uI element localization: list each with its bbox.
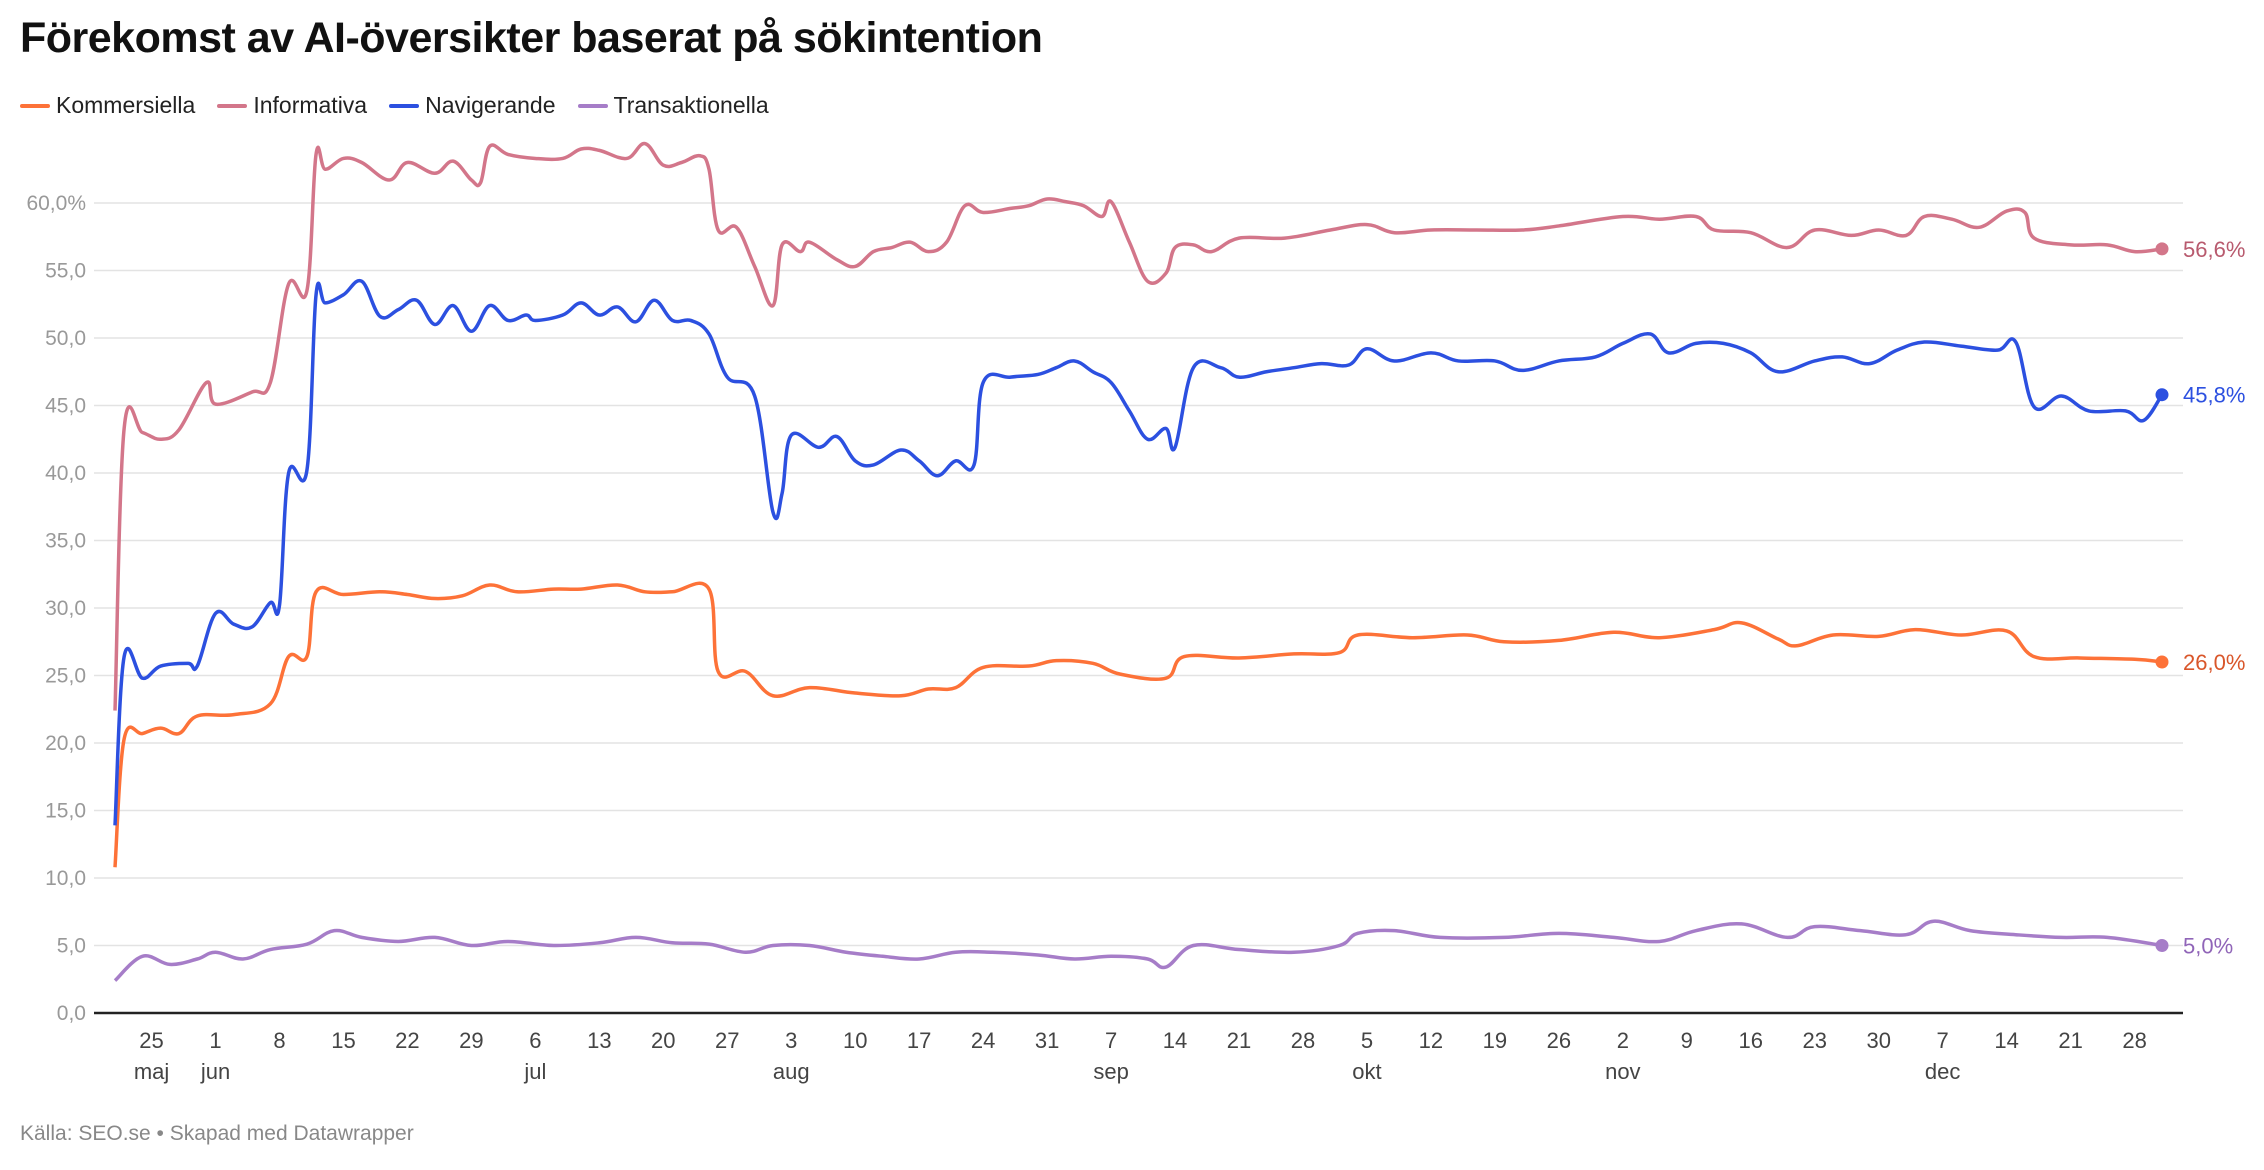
x-tick-month-label: dec <box>1925 1059 1960 1084</box>
x-tick-label: 3 <box>785 1028 797 1053</box>
legend-item-navigerande: Navigerande <box>389 92 556 119</box>
x-tick-label: 30 <box>1866 1028 1890 1053</box>
end-value-label: 5,0% <box>2183 934 2233 959</box>
legend-item-transaktionella: Transaktionella <box>577 92 769 119</box>
x-tick-month-label: jul <box>523 1059 546 1084</box>
end-point-kommersiella <box>2155 655 2169 669</box>
y-tick-label: 20,0 <box>45 732 86 755</box>
x-tick-label: 16 <box>1739 1028 1763 1053</box>
y-tick-label: 60,0% <box>26 192 86 215</box>
y-tick-label: 5,0 <box>57 935 86 958</box>
end-value-label: 26,0% <box>2183 650 2245 675</box>
y-tick-label: 10,0 <box>45 867 86 890</box>
legend-swatch <box>20 103 50 108</box>
x-tick-label: 27 <box>715 1028 739 1053</box>
x-tick-label: 13 <box>587 1028 611 1053</box>
legend-swatch <box>389 103 420 108</box>
x-tick-label: 5 <box>1361 1028 1373 1053</box>
legend-label: Transaktionella <box>613 92 769 118</box>
x-tick-label: 20 <box>651 1028 675 1053</box>
x-tick-label: 21 <box>2058 1028 2082 1053</box>
y-tick-label: 40,0 <box>45 462 86 485</box>
x-tick-label: 29 <box>459 1028 483 1053</box>
series-line-informativa <box>113 141 2163 711</box>
x-tick-label: 21 <box>1227 1028 1251 1053</box>
end-point-transaktionella <box>2155 939 2169 952</box>
x-tick-month-label: maj <box>134 1059 169 1084</box>
x-tick-label: 25 <box>139 1028 163 1053</box>
x-tick-label: 28 <box>1291 1028 1315 1053</box>
y-tick-label: 30,0 <box>45 597 86 620</box>
x-tick-label: 24 <box>971 1028 995 1053</box>
y-tick-label: 35,0 <box>45 530 86 553</box>
x-tick-month-label: jun <box>200 1059 230 1084</box>
y-tick-label: 0,0 <box>57 1002 86 1025</box>
legend-swatch <box>577 103 608 108</box>
x-tick-label: 14 <box>1163 1028 1187 1053</box>
x-tick-label: 22 <box>395 1028 419 1053</box>
y-tick-label: 45,0 <box>45 395 86 418</box>
x-tick-label: 1 <box>209 1028 221 1053</box>
x-tick-month-label: aug <box>773 1059 810 1084</box>
y-tick-label: 15,0 <box>45 800 86 823</box>
series-line-transaktionella <box>113 919 2163 982</box>
y-tick-label: 55,0 <box>45 260 86 283</box>
source-footer: Källa: SEO.se • Skapad med Datawrapper <box>20 1122 414 1145</box>
x-tick-label: 6 <box>529 1028 541 1053</box>
x-tick-month-label: okt <box>1352 1059 1381 1084</box>
x-tick-label: 15 <box>331 1028 355 1053</box>
end-value-label: 45,8% <box>2183 383 2245 408</box>
y-tick-label: 25,0 <box>45 665 86 688</box>
series-line-kommersiella <box>113 581 2163 868</box>
x-tick-label: 12 <box>1419 1028 1443 1053</box>
legend-item-kommersiella: Kommersiella <box>20 92 195 119</box>
x-tick-label: 9 <box>1681 1028 1693 1053</box>
x-tick-label: 10 <box>843 1028 867 1053</box>
chart-title: Förekomst av AI-översikter baserat på sö… <box>20 14 1043 62</box>
x-tick-label: 14 <box>1994 1028 2018 1053</box>
x-tick-label: 26 <box>1547 1028 1571 1053</box>
y-tick-label: 50,0 <box>45 327 86 350</box>
legend-label: Informativa <box>253 92 368 118</box>
legend-item-informativa: Informativa <box>217 92 367 119</box>
x-tick-month-label: sep <box>1093 1059 1128 1084</box>
x-tick-label: 23 <box>1802 1028 1826 1053</box>
legend: Kommersiella Informativa Navigerande Transa… <box>20 92 769 119</box>
x-tick-label: 2 <box>1617 1028 1629 1053</box>
x-tick-label: 31 <box>1035 1028 1059 1053</box>
x-tick-label: 7 <box>1105 1028 1117 1053</box>
legend-swatch <box>217 103 248 108</box>
end-point-informativa <box>2155 242 2169 256</box>
x-tick-label: 19 <box>1483 1028 1507 1053</box>
x-tick-label: 28 <box>2122 1028 2146 1053</box>
series-line-navigerande <box>113 278 2164 826</box>
x-tick-label: 8 <box>273 1028 285 1053</box>
x-tick-label: 7 <box>1937 1028 1949 1053</box>
x-tick-label: 17 <box>907 1028 931 1053</box>
legend-label: Navigerande <box>425 92 556 118</box>
end-point-navigerande <box>2155 388 2169 402</box>
x-tick-month-label: nov <box>1605 1059 1640 1084</box>
end-value-label: 56,6% <box>2183 237 2245 262</box>
legend-label: Kommersiella <box>56 92 196 118</box>
